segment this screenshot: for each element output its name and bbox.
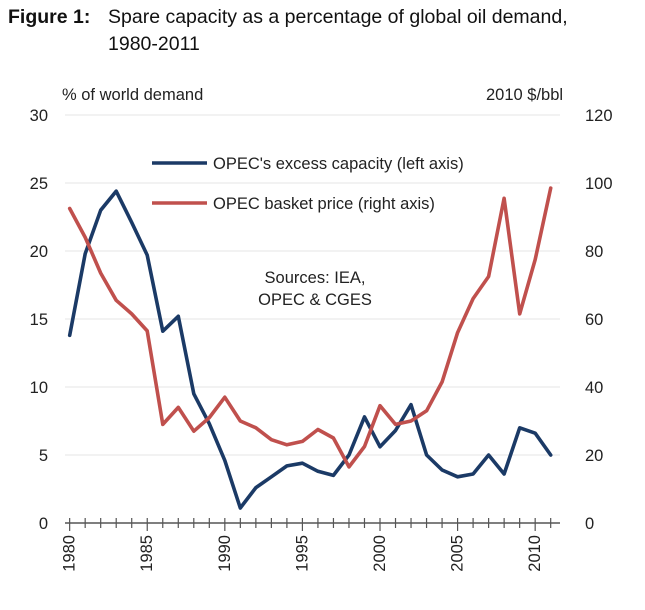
right-y-tick-label: 60 <box>585 311 603 329</box>
legend-label-excess-capacity: OPEC's excess capacity (left axis) <box>213 155 464 173</box>
left-y-tick-label: 0 <box>39 515 48 533</box>
right-y-tick-label: 20 <box>585 447 603 465</box>
figure-title-line1: Spare capacity as a percentage of global… <box>108 6 568 28</box>
figure-title-line2: 1980-2011 <box>108 33 200 55</box>
right-y-tick-label: 100 <box>585 175 613 193</box>
left-y-tick-label: 15 <box>30 311 48 329</box>
x-tick-label: 2000 <box>371 535 389 572</box>
x-tick-label: 1985 <box>138 535 156 572</box>
legend-label-basket-price: OPEC basket price (right axis) <box>213 195 435 213</box>
x-tick-label: 2005 <box>449 535 467 572</box>
sources-annotation-line1: Sources: IEA, <box>265 269 366 287</box>
excess-capacity-line <box>67 189 553 510</box>
x-tick-label: 1990 <box>216 535 234 572</box>
figure-label: Figure 1: <box>8 6 91 28</box>
x-tick-label: 2010 <box>526 535 544 572</box>
left-y-tick-label: 25 <box>30 175 48 193</box>
figure-title: Figure 1: Spare capacity as a percentage … <box>8 4 638 58</box>
x-tick-label: 1995 <box>293 535 311 572</box>
right-y-tick-label: 0 <box>585 515 594 533</box>
right-y-tick-label: 40 <box>585 379 603 397</box>
x-tick-label: 1980 <box>61 535 79 572</box>
left-y-tick-label: 10 <box>30 379 48 397</box>
left-y-tick-label: 20 <box>30 243 48 261</box>
sources-annotation-line2: OPEC & CGES <box>258 291 372 309</box>
left-axis-label: % of world demand <box>62 86 204 104</box>
left-y-tick-label: 5 <box>39 447 48 465</box>
right-y-tick-label: 80 <box>585 243 603 261</box>
basket-price-line <box>67 186 553 469</box>
left-y-tick-label: 30 <box>30 107 48 125</box>
right-y-tick-label: 120 <box>585 107 613 125</box>
right-axis-label: 2010 $/bbl <box>486 86 564 104</box>
